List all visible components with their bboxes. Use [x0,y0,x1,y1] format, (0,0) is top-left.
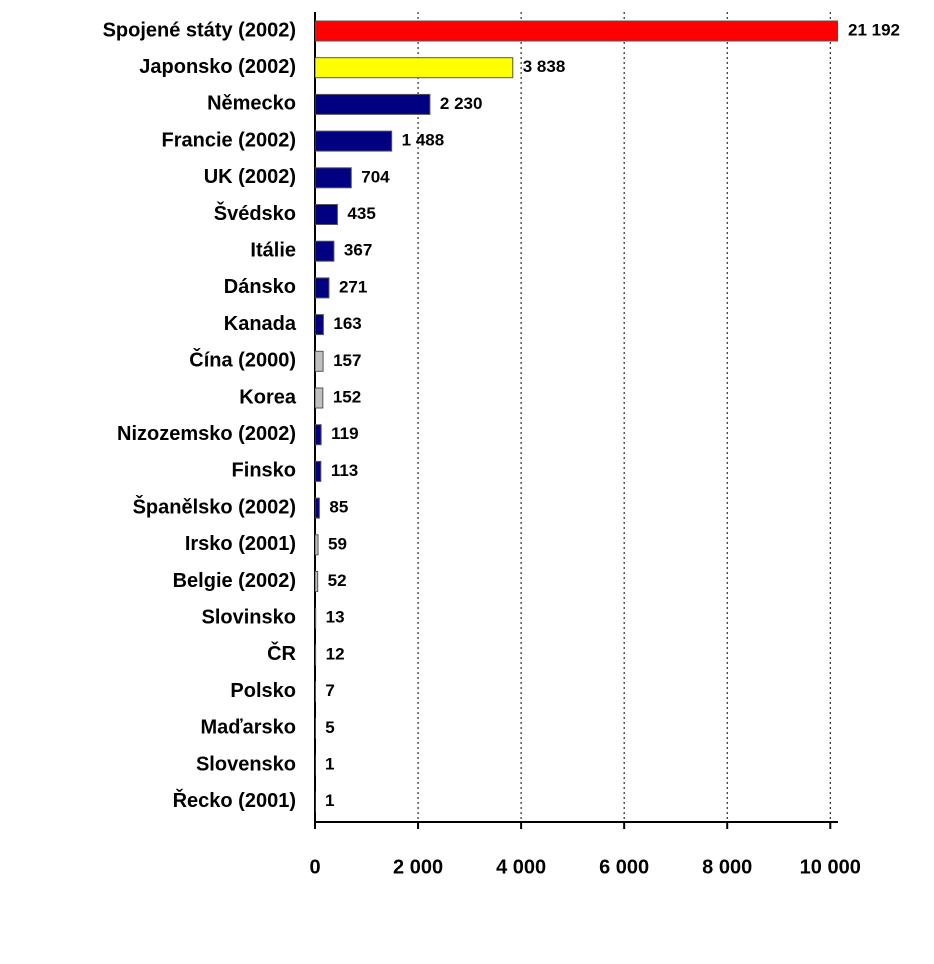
category-label: Německo [207,93,296,115]
value-label: 704 [361,167,390,186]
value-label: 271 [339,277,367,296]
grid [314,12,838,829]
bar [315,387,324,409]
category-label: Spojené státy (2002) [103,19,296,41]
category-label: Irsko (2001) [185,533,296,555]
category-label: Španělsko (2002) [133,494,296,518]
category-label: Řecko (2001) [173,788,296,812]
bar [315,20,838,42]
category-label: Slovinsko [202,606,296,628]
value-label: 1 [325,791,334,810]
category-label: Finsko [232,460,296,482]
category-label: Kanada [224,313,297,335]
value-label: 1 [325,754,334,773]
x-tick-label: 6 000 [599,856,649,878]
bar [315,607,317,629]
value-label: 85 [329,498,348,517]
category-label: Japonsko (2002) [139,56,296,78]
value-label: 5 [325,718,334,737]
value-label: 367 [344,241,372,260]
x-tick-label: 8 000 [702,856,752,878]
category-label: UK (2002) [204,166,296,188]
bar [315,240,335,262]
value-label: 12 [326,644,345,663]
value-label: 7 [325,681,334,700]
category-label: Francie (2002) [161,129,296,151]
bars [315,20,838,813]
category-label: Čína (2000) [189,348,296,372]
bar [315,277,330,299]
category-label: Švédsko [214,201,296,225]
value-label: 59 [328,534,347,553]
value-label: 21 192 [848,20,900,39]
x-tick-label: 4 000 [496,856,546,878]
category-label: Korea [239,386,297,408]
category-label: Maďarsko [200,717,296,739]
x-tick-label: 2 000 [393,856,443,878]
value-label: 113 [331,461,358,480]
value-label: 163 [333,314,361,333]
value-label: 1 488 [402,131,445,150]
bar [315,350,324,372]
value-label: 152 [333,387,361,406]
category-label: Belgie (2002) [173,570,296,592]
value-label: 13 [326,608,345,627]
bar [315,167,352,189]
value-label: 435 [347,204,375,223]
x-tick-label: 10 000 [800,856,861,878]
value-label: 119 [331,424,358,443]
bar [315,571,319,592]
bar [315,57,514,79]
value-label: 2 230 [440,94,483,113]
x-tick-label: 0 [309,856,320,878]
bar [315,93,431,115]
bar [315,460,322,482]
value-label: 3 838 [523,57,566,76]
bar [315,497,320,519]
category-label: Polsko [230,680,296,702]
bar [315,644,317,666]
category-label: Slovensko [196,753,296,775]
labels: 0 2 000 4 000 6 000 8 000 10 000 Spojené státy… [103,19,900,878]
category-label: Nizozemsko (2002) [117,423,296,445]
bar [315,204,338,225]
value-label: 52 [328,571,347,590]
bar [315,424,322,446]
category-label: Itálie [250,239,296,261]
value-label: 157 [333,351,361,370]
category-label: Dánsko [224,276,296,298]
bar [315,534,319,556]
bar [315,130,393,152]
bar [315,314,324,336]
category-label: ČR [267,641,296,665]
